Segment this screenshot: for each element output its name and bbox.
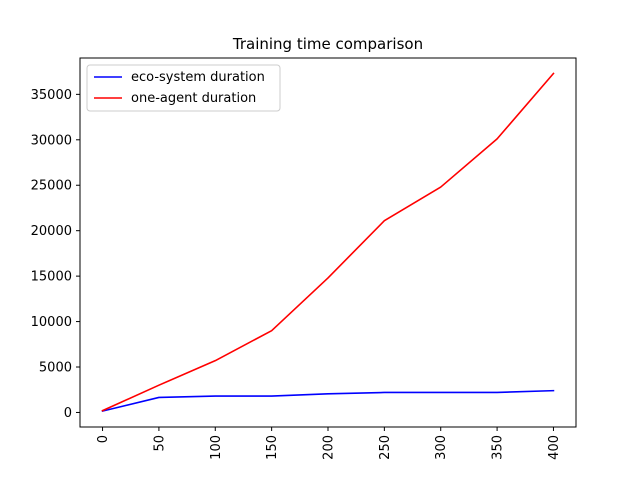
series-line-eco-system (101, 389, 555, 413)
y-tick-label: 30000 (31, 133, 72, 148)
y-tick-label: 20000 (31, 224, 72, 239)
y-tick-label: 35000 (31, 88, 72, 103)
x-tick-label: 50 (152, 435, 167, 452)
y-tick-label: 5000 (39, 361, 72, 376)
x-tick-label: 200 (322, 435, 337, 460)
x-tick-label: 100 (209, 435, 224, 460)
x-tick-label: 300 (434, 435, 449, 460)
series-line-one-agent (101, 72, 555, 412)
legend: eco-system duration one-agent duration (86, 64, 281, 112)
series-layer (101, 72, 555, 413)
x-tick-label: 400 (547, 435, 562, 460)
y-tick-label: 15000 (31, 270, 72, 285)
x-tick-label: 0 (96, 435, 111, 443)
y-tick-label: 25000 (31, 179, 72, 194)
legend-label-one-agent: one-agent duration (131, 91, 256, 106)
legend-box (86, 64, 281, 112)
x-tick-label: 350 (491, 435, 506, 460)
x-tick-label: 150 (265, 435, 280, 460)
chart-title: Training time comparison (232, 35, 423, 53)
x-axis: 0 50 100 150 200 250 300 350 400 (96, 427, 562, 460)
x-tick-label: 250 (378, 435, 393, 460)
legend-label-eco-system: eco-system duration (131, 70, 265, 85)
y-tick-label: 0 (64, 406, 72, 421)
y-tick-label: 10000 (31, 315, 72, 330)
y-axis: 0 5000 10000 15000 20000 25000 30000 35000 (31, 88, 80, 421)
